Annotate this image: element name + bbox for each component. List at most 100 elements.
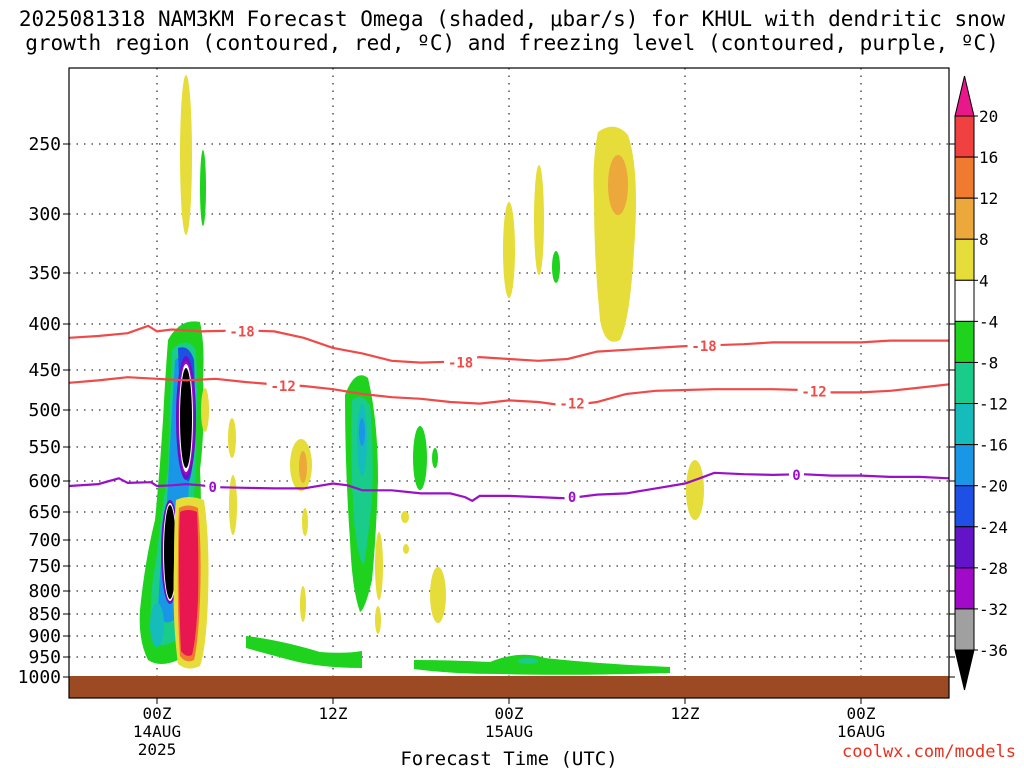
contour-label: -18 bbox=[229, 324, 254, 340]
colorbar-bottom-arrow bbox=[954, 649, 975, 691]
y-tick-label: 800 bbox=[28, 581, 61, 602]
colorbar-swatch bbox=[954, 197, 975, 240]
contour-label-bg bbox=[444, 354, 478, 371]
y-tick-label: 350 bbox=[28, 263, 61, 284]
omega-cell bbox=[413, 426, 427, 490]
chart-title-line2: growth region (contoured, red, ºC) and f… bbox=[25, 31, 999, 55]
contour-label-bg bbox=[687, 338, 721, 355]
contour-label: 0 bbox=[209, 480, 217, 496]
colorbar-label: -36 bbox=[979, 641, 1008, 660]
y-tick-label: 550 bbox=[28, 437, 61, 458]
colorbar-label: 20 bbox=[979, 107, 998, 126]
omega-cell bbox=[503, 202, 515, 298]
omega-cell bbox=[518, 658, 538, 664]
y-tick-label: 1000 bbox=[18, 667, 61, 688]
omega-cell bbox=[180, 368, 192, 468]
contour-label-bg bbox=[797, 383, 831, 400]
omega-cell bbox=[608, 155, 628, 215]
colorbar-label: -4 bbox=[979, 312, 998, 331]
terrain-ground bbox=[69, 676, 949, 698]
colorbar-swatch bbox=[954, 526, 975, 569]
contour-label-bg bbox=[788, 466, 804, 483]
y-tick-label: 700 bbox=[28, 530, 61, 551]
contour-line bbox=[69, 471, 949, 503]
colorbar-swatch bbox=[954, 485, 975, 528]
colorbar-label: -32 bbox=[979, 600, 1008, 619]
colorbar-label: -12 bbox=[979, 395, 1008, 414]
y-tick-label: 750 bbox=[28, 556, 61, 577]
omega-cell bbox=[414, 654, 670, 675]
omega-cell bbox=[403, 544, 409, 554]
omega-cell bbox=[201, 388, 209, 432]
y-tick-label: 650 bbox=[28, 502, 61, 523]
omega-cell bbox=[351, 396, 373, 565]
colorbar-swatch bbox=[954, 567, 975, 610]
colorbar-label: -8 bbox=[979, 353, 998, 372]
y-tick-label: 250 bbox=[28, 134, 61, 155]
contour-label-bg bbox=[555, 395, 589, 412]
x-tick-label: 00Z bbox=[847, 704, 876, 723]
contour-label-bg bbox=[225, 323, 259, 340]
y-tick-label: 600 bbox=[28, 471, 61, 492]
colorbar-label: 16 bbox=[979, 148, 998, 167]
omega-cell bbox=[164, 505, 176, 599]
omega-cell bbox=[299, 451, 307, 483]
y-tick-label: 500 bbox=[28, 400, 61, 421]
contour-label-bg bbox=[205, 479, 221, 496]
omega-cell bbox=[179, 510, 199, 656]
chart-title-line1: 2025081318 NAM3KM Forecast Omega (shaded… bbox=[18, 7, 1006, 31]
colorbar-label: 12 bbox=[979, 189, 998, 208]
colorbar-swatch bbox=[954, 320, 975, 363]
omega-cell bbox=[375, 606, 381, 634]
x-tick-label: 2025 bbox=[138, 740, 177, 759]
x-tick-label: 12Z bbox=[671, 704, 700, 723]
omega-cell bbox=[300, 586, 306, 622]
omega-cell bbox=[150, 603, 164, 647]
contour-label: 0 bbox=[792, 468, 800, 484]
x-axis-label: Forecast Time (UTC) bbox=[400, 748, 617, 768]
colorbar-label: -24 bbox=[979, 518, 1008, 537]
contour-line bbox=[69, 324, 949, 364]
site-credit: coolwx.com/models bbox=[842, 742, 1016, 762]
colorbar-swatch bbox=[954, 115, 975, 158]
colorbar-swatch bbox=[954, 361, 975, 405]
x-tick-label: 12Z bbox=[319, 704, 348, 723]
omega-cell bbox=[200, 150, 206, 226]
colorbar-label: -16 bbox=[979, 436, 1008, 455]
omega-cell bbox=[401, 511, 409, 523]
y-tick-label: 400 bbox=[28, 314, 61, 335]
omega-cell bbox=[534, 165, 544, 275]
contour-label: -12 bbox=[559, 397, 584, 413]
colorbar-swatch bbox=[954, 279, 975, 322]
x-tick-label: 15AUG bbox=[485, 722, 533, 741]
contour-label-bg bbox=[266, 378, 300, 394]
omega-cell bbox=[430, 567, 446, 623]
y-tick-label: 850 bbox=[28, 604, 61, 625]
omega-cell bbox=[375, 532, 383, 600]
contour-label: -18 bbox=[448, 356, 473, 372]
omega-cell bbox=[229, 475, 237, 535]
contour-labels: -18 -18 -18 -12 -12 -12 0 0 0 bbox=[205, 323, 831, 506]
omega-cell bbox=[246, 636, 362, 668]
contour-label: -18 bbox=[691, 339, 716, 355]
colorbar-legend: 20 16 12 8 4 -4 -8 -12 -16 -20 -24 -28 -32 -36 bbox=[954, 75, 1008, 691]
colorbar-swatch bbox=[954, 156, 975, 199]
y-tick-label: 950 bbox=[28, 647, 61, 668]
colorbar-label: -28 bbox=[979, 559, 1008, 578]
colorbar-swatch bbox=[954, 238, 975, 281]
omega-cell bbox=[552, 251, 560, 283]
colorbar-label: 4 bbox=[979, 271, 989, 290]
contour-label: 0 bbox=[568, 490, 576, 506]
omega-cell bbox=[228, 418, 236, 458]
y-tick-label: 450 bbox=[28, 360, 61, 381]
colorbar-label: 8 bbox=[979, 230, 989, 249]
x-tick-label: 00Z bbox=[143, 704, 172, 723]
y-tick-label: 900 bbox=[28, 626, 61, 647]
colorbar-swatch bbox=[954, 444, 975, 487]
omega-cell bbox=[302, 508, 308, 536]
x-tick-label: 00Z bbox=[495, 704, 524, 723]
y-axis: 2503003504004505005506006507007508008509… bbox=[18, 134, 955, 688]
x-tick-label: 16AUG bbox=[837, 722, 885, 741]
